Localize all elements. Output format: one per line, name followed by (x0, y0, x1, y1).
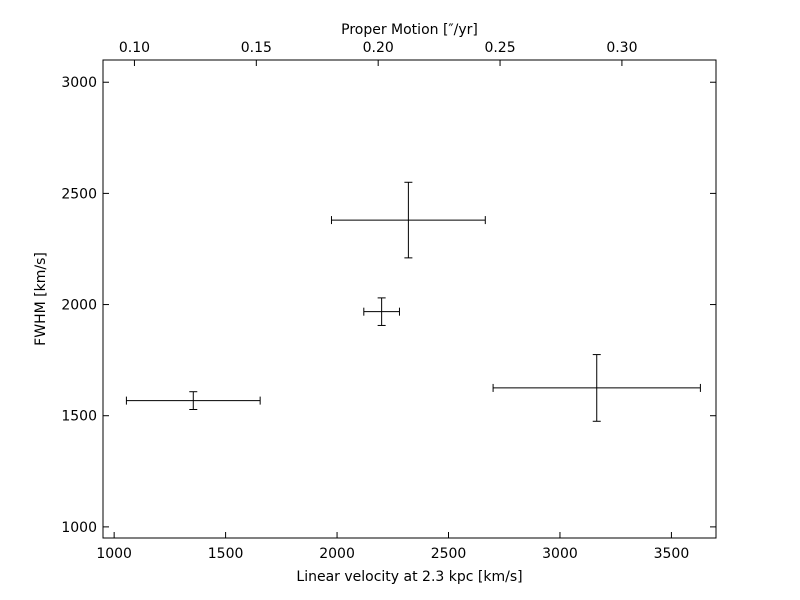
x-tick-label: 3000 (542, 546, 578, 562)
error-bar-point (125, 391, 261, 410)
y-tick-label: 1000 (61, 520, 97, 536)
x-tick-label: 2500 (431, 546, 467, 562)
y-tick-label: 3000 (61, 75, 97, 91)
top-tick-label: 0.10 (119, 40, 150, 56)
error-bar-point (330, 181, 486, 259)
error-bar-point (492, 354, 701, 422)
x-tick-label: 1500 (208, 546, 244, 562)
x-axis-label: Linear velocity at 2.3 kpc [km/s] (296, 569, 522, 585)
x-tick-label: 2000 (319, 546, 355, 562)
y-tick-label: 2500 (61, 186, 97, 202)
y-tick-label: 2000 (61, 298, 97, 314)
x-tick-label: 3500 (654, 546, 690, 562)
plot-frame (102, 59, 717, 539)
y-axis-label: FWHM [km/s] (33, 252, 49, 346)
top-tick-label: 0.25 (484, 40, 515, 56)
x-tick-label: 1000 (96, 546, 132, 562)
error-bar-point (363, 297, 400, 326)
top-x-axis-label: Proper Motion [″/yr] (341, 22, 478, 38)
top-tick-label: 0.20 (363, 40, 394, 56)
axis-ticks: 1000 1500 2000 2500 3000 3500 1000 1500 2000 2500… (61, 40, 716, 562)
data-points (125, 181, 701, 422)
y-tick-label: 1500 (61, 409, 97, 425)
top-tick-label: 0.30 (606, 40, 637, 56)
top-tick-label: 0.15 (241, 40, 272, 56)
